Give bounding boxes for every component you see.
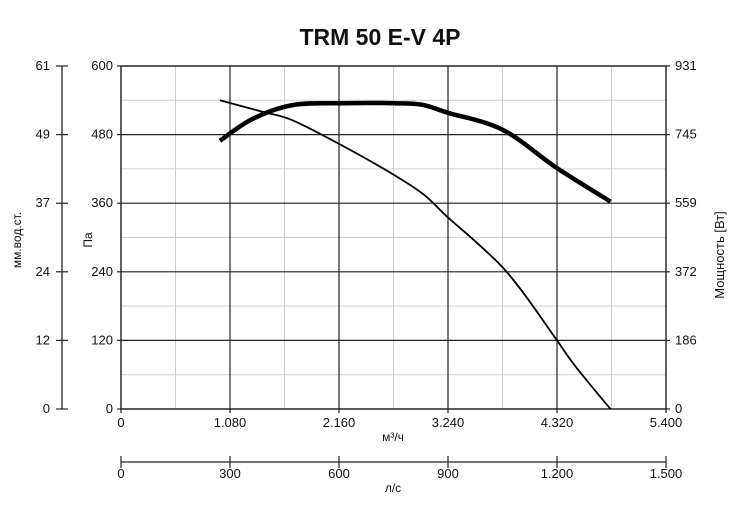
outer-y-tick-label: 0: [43, 401, 50, 416]
x-axis-label: м³/ч: [382, 430, 404, 444]
outer-y-tick-label: 12: [36, 332, 50, 347]
pressure-curve: [219, 99, 612, 410]
right-y-axis-ticks: 0 186 372 559 745 931: [666, 58, 697, 416]
x2-tick-label: 1.500: [650, 466, 683, 481]
y-tick-label: 480: [91, 127, 113, 142]
outer-y-axis-ticks: 0 12 24 37 49 61: [36, 58, 68, 416]
x2-tick-label: 600: [328, 466, 350, 481]
x-tick-label: 3.240: [432, 415, 465, 430]
x-tick-label: 2.160: [323, 415, 356, 430]
right-y-tick-label: 745: [675, 127, 697, 142]
outer-y-tick-label: 49: [36, 127, 50, 142]
y-tick-label: 0: [106, 401, 113, 416]
right-y-tick-label: 931: [675, 58, 697, 73]
y-tick-label: 600: [91, 58, 113, 73]
outer-y-axis-label: мм.вод.ст.: [10, 212, 24, 268]
outer-y-tick-label: 37: [36, 195, 50, 210]
right-y-tick-label: 186: [675, 332, 697, 347]
power-curve: [218, 100, 612, 204]
y-tick-label: 120: [91, 332, 113, 347]
x-axis-ticks: 0 1.080 2.160 3.240 4.320 5.400: [117, 409, 682, 430]
x-tick-label: 1.080: [214, 415, 247, 430]
outer-y-tick-label: 61: [36, 58, 50, 73]
y-tick-label: 360: [91, 195, 113, 210]
y-axis-ticks: 0 120 240 360 480 600: [91, 58, 121, 416]
right-y-tick-label: 0: [675, 401, 682, 416]
x2-tick-label: 0: [117, 466, 124, 481]
x-tick-label: 0: [117, 415, 124, 430]
x2-tick-label: 900: [437, 466, 459, 481]
x-tick-label: 5.400: [650, 415, 683, 430]
right-y-tick-label: 372: [675, 264, 697, 279]
chart-title: TRM 50 E-V 4P: [299, 24, 460, 50]
y-axis-label: Па: [81, 232, 95, 248]
right-y-tick-label: 559: [675, 195, 697, 210]
secondary-x-axis-ticks: 0 300 600 900 1.200 1.500: [117, 456, 682, 481]
y-tick-label: 240: [91, 264, 113, 279]
outer-y-tick-label: 24: [36, 264, 50, 279]
x2-tick-label: 1.200: [541, 466, 574, 481]
series-group: [218, 99, 612, 410]
x2-tick-label: 300: [219, 466, 241, 481]
minor-grid: [121, 66, 666, 409]
right-y-axis-label: Мощность [Вт]: [712, 211, 727, 299]
plot-frame: [120, 65, 667, 410]
secondary-x-axis-label: л/с: [385, 481, 401, 495]
x-tick-label: 4.320: [541, 415, 574, 430]
